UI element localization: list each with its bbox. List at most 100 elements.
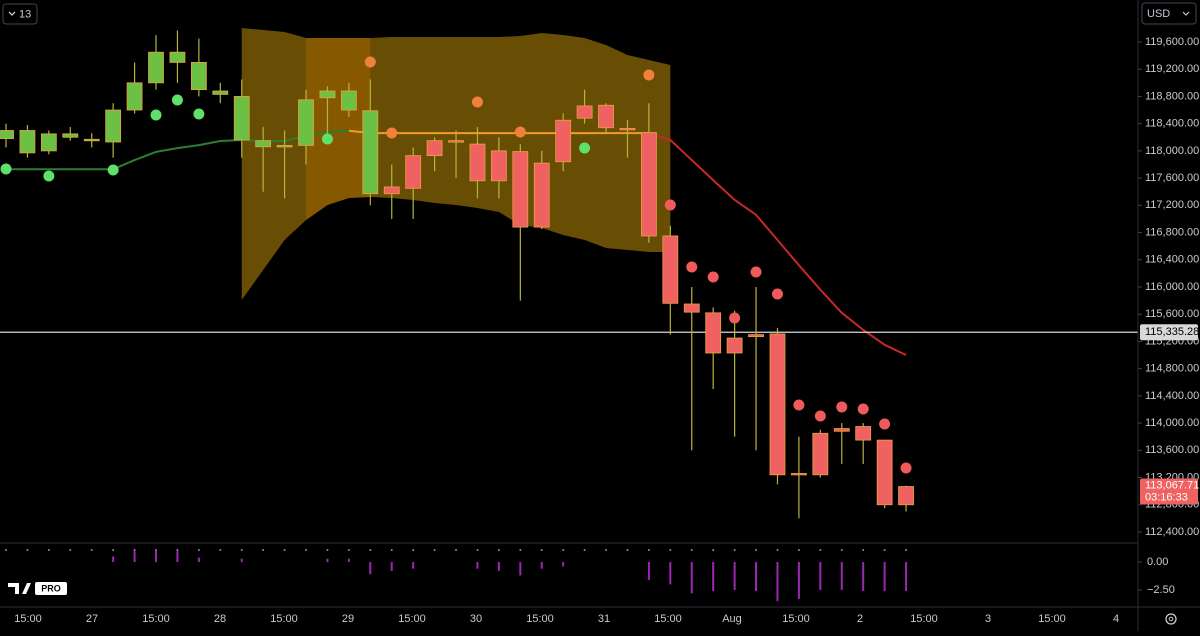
x-tick-label: 15:00 — [14, 613, 42, 625]
candle-body — [833, 428, 850, 432]
candle-body — [383, 186, 400, 195]
y-tick-label: 112,400.00 — [1145, 526, 1199, 538]
osc-bar — [647, 562, 650, 580]
signal-dot — [386, 127, 398, 139]
candle-body — [405, 155, 422, 189]
osc-marker — [240, 549, 243, 551]
currency-button[interactable]: USD — [1141, 2, 1197, 25]
signal-dot — [686, 261, 698, 273]
osc-bar — [155, 550, 158, 563]
signal-dot — [0, 163, 12, 175]
osc-marker — [5, 549, 7, 551]
osc-marker — [605, 549, 608, 551]
price-line-label: 115,335.28 — [1145, 326, 1199, 338]
osc-marker — [626, 549, 629, 551]
moving-average — [6, 129, 349, 171]
x-tick-label: 3 — [985, 613, 991, 625]
osc-marker — [883, 549, 886, 551]
candle-body — [190, 62, 207, 91]
signal-dot — [750, 266, 762, 278]
osc-marker — [476, 549, 479, 551]
settings-button[interactable] — [1165, 613, 1177, 625]
osc-marker — [47, 549, 50, 551]
candle-body — [769, 333, 786, 476]
candle-body — [512, 151, 529, 228]
osc-bar — [497, 562, 500, 571]
logo-badge — [35, 582, 67, 595]
osc-bar — [326, 558, 329, 563]
candle-body — [791, 473, 807, 476]
osc-bar — [540, 562, 543, 569]
y-tick-label: 117,200.00 — [1145, 199, 1199, 211]
interval-button[interactable]: 13 — [2, 3, 38, 25]
y-tick-label: 118,000.00 — [1145, 145, 1199, 157]
osc-marker — [519, 549, 522, 551]
y-tick-label: 118,800.00 — [1145, 90, 1199, 102]
chevron — [8, 11, 16, 16]
osc-marker — [776, 549, 779, 551]
osc-marker — [347, 549, 350, 551]
signal-dot — [171, 94, 183, 106]
candle-body — [40, 133, 57, 152]
osc-bar — [133, 550, 136, 563]
osc-marker — [69, 549, 72, 551]
signal-dot — [793, 399, 805, 411]
candle-body — [0, 130, 14, 140]
osc-marker — [583, 549, 586, 551]
osc-marker — [562, 549, 565, 551]
candle-body — [598, 104, 614, 129]
candle-body — [619, 128, 636, 131]
interval-box[interactable] — [2, 3, 38, 25]
interval: 13 — [19, 8, 31, 20]
signal-dot — [836, 401, 848, 413]
y-tick-label: 117,600.00 — [1145, 172, 1199, 184]
osc-marker — [26, 549, 29, 551]
currency-box[interactable] — [1141, 2, 1197, 25]
candle-body — [641, 132, 657, 237]
signal-dot — [321, 133, 333, 145]
x-tick-label: 15:00 — [782, 613, 810, 625]
osc-tick-label: 0.00 — [1147, 556, 1168, 568]
candle-body — [855, 426, 872, 441]
osc-tick-label: −2.50 — [1147, 584, 1175, 596]
osc-bar — [562, 562, 565, 567]
osc-marker — [497, 549, 500, 551]
osc-marker — [155, 549, 158, 551]
osc-marker — [905, 549, 908, 551]
gear[interactable] — [1165, 613, 1177, 625]
osc-bar — [390, 562, 393, 571]
osc-bar — [476, 562, 479, 569]
y-tick-label: 114,000.00 — [1145, 417, 1199, 429]
osc-marker — [540, 549, 543, 551]
osc-bar — [690, 562, 693, 594]
signal-dot — [471, 96, 483, 108]
x-tick-label: 30 — [470, 613, 482, 625]
osc-marker — [690, 549, 693, 551]
signal-dot — [579, 142, 591, 154]
osc-marker — [433, 549, 436, 551]
tv-logo: PRO — [8, 582, 67, 595]
osc-marker — [305, 549, 308, 551]
candle-body — [169, 51, 186, 63]
osc-bar — [176, 550, 179, 563]
candle-body — [148, 51, 164, 84]
osc-bar — [197, 557, 200, 563]
osc-bar — [797, 562, 800, 599]
candle-body — [683, 303, 700, 313]
signal-dot — [643, 69, 655, 81]
osc-bar — [240, 558, 243, 563]
candle-body — [83, 138, 100, 142]
osc-marker — [712, 549, 715, 551]
candle-body — [62, 133, 79, 138]
osc-bar — [519, 562, 522, 576]
currency: USD — [1147, 8, 1170, 20]
candle-body — [662, 235, 679, 304]
y-tick-label: 116,400.00 — [1145, 254, 1199, 266]
signal-dot — [43, 170, 55, 182]
candle-body — [298, 99, 314, 146]
osc-marker — [369, 549, 372, 551]
candle-body — [212, 90, 229, 95]
osc-bar — [712, 562, 715, 592]
y-tick-label: 113,600.00 — [1145, 444, 1199, 456]
